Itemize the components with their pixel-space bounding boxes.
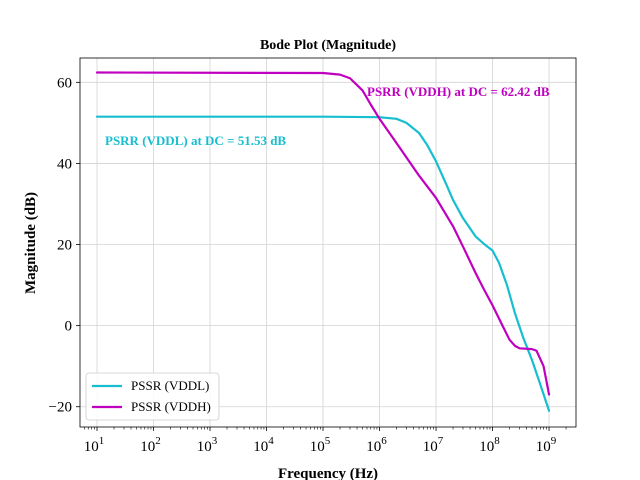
x-tick-label: 102 <box>140 435 161 455</box>
legend-box <box>85 372 220 421</box>
legend-label-vddh: PSSR (VDDH) <box>131 399 211 414</box>
x-tick-label: 105 <box>310 435 331 455</box>
axis-ticks: 101 102 103 104 105 106 107 108 109 −20 0 20 40 60 <box>49 75 567 455</box>
y-tick-label: −20 <box>49 400 72 416</box>
y-tick-label: 40 <box>57 156 72 172</box>
x-tick-label: 109 <box>536 435 557 455</box>
x-tick-label: 104 <box>253 435 274 455</box>
y-axis-label: Magnitude (dB) <box>23 192 39 294</box>
y-tick-label: 60 <box>57 75 72 91</box>
annotation-vddl-dc: PSRR (VDDL) at DC = 51.53 dB <box>105 133 286 148</box>
plot-frame <box>79 57 577 428</box>
y-tick-label: 20 <box>57 238 72 254</box>
x-tick-label: 101 <box>84 435 105 455</box>
series-line-vddh <box>95 71 551 396</box>
x-tick-label: 108 <box>479 435 500 455</box>
grid-lines <box>80 58 576 427</box>
x-tick-label: 103 <box>197 435 218 455</box>
annotation-vddh-dc: PSRR (VDDH) at DC = 62.42 dB <box>367 84 550 99</box>
x-tick-label: 106 <box>366 435 387 455</box>
legend: PSSR (VDDL) PSSR (VDDH) <box>85 372 220 421</box>
series-lines <box>95 71 551 412</box>
y-tick-label: 0 <box>65 319 73 335</box>
chart-title: Bode Plot (Magnitude) <box>260 38 396 53</box>
series-line-vddl <box>95 115 551 412</box>
x-axis-label: Frequency (Hz) <box>278 466 378 480</box>
legend-label-vddl: PSSR (VDDL) <box>131 378 209 393</box>
x-tick-label: 107 <box>423 435 444 455</box>
